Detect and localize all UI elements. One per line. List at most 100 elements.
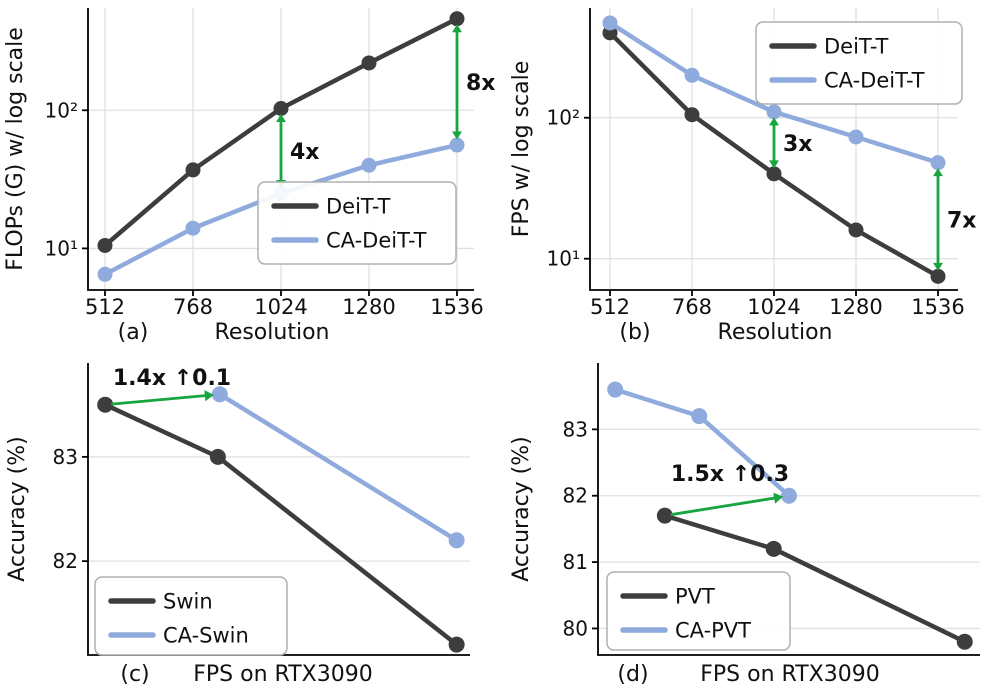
data-point <box>273 101 289 117</box>
series-CA-PVT <box>607 381 797 504</box>
y-axis-label: Accuracy (%) <box>5 436 30 582</box>
x-tick-label: 768 <box>173 295 213 319</box>
x-tick-label: 768 <box>672 295 712 319</box>
data-point <box>766 104 782 120</box>
x-tick-label: 512 <box>85 295 125 319</box>
legend-label: PVT <box>675 585 715 609</box>
y-tick-label: 10² <box>547 106 580 130</box>
data-point <box>684 67 700 83</box>
y-tick-label: 80 <box>563 616 588 640</box>
legend: Swin CA-Swin <box>94 576 288 656</box>
x-tick-label: 1536 <box>430 295 483 319</box>
x-axis-label: Resolution <box>215 320 330 345</box>
data-point <box>449 137 465 153</box>
arrowhead <box>452 131 462 140</box>
axis-spines <box>87 363 470 656</box>
subplot-d: 80 81 82 83 1.5x ↑0.3 Accuracy (%) (d) FPS on R… <box>509 363 980 687</box>
series-DeiT-T <box>602 25 946 284</box>
y-axis-label: FLOPs (G) w/ log scale <box>3 27 28 271</box>
series-PVT <box>656 507 973 650</box>
data-point <box>97 266 113 282</box>
arrowhead <box>276 114 286 123</box>
data-point <box>209 448 226 465</box>
data-point <box>766 166 782 182</box>
annotation-4x: 4x <box>276 114 320 188</box>
data-point <box>602 15 618 31</box>
arrowhead <box>769 160 779 169</box>
x-tick-label: 1536 <box>911 295 964 319</box>
legend-label: CA-Swin <box>163 624 249 648</box>
axis-spines <box>87 8 474 291</box>
y-tick-label: 83 <box>563 417 588 441</box>
legend: DeiT-T CA-DeiT-T <box>257 181 457 265</box>
x-tick-label: 1024 <box>747 295 800 319</box>
arrowhead <box>769 117 779 126</box>
y-tick-label: 10¹ <box>547 247 580 271</box>
annotation-label: 1.4x ↑0.1 <box>113 366 231 391</box>
legend-box <box>257 181 457 265</box>
annotation-3x: 3x <box>769 117 813 169</box>
annotation-7x: 7x <box>933 168 977 271</box>
arrowhead <box>933 168 943 177</box>
arrowhead <box>773 492 784 504</box>
x-tick-label: 1024 <box>254 295 307 319</box>
arrowhead <box>204 390 214 402</box>
y-tick-label: 82 <box>563 484 588 508</box>
axis-ticks: 10¹ 10² 512 768 1024 1280 1536 <box>45 98 484 319</box>
data-point <box>656 507 673 524</box>
legend-label: DeiT-T <box>824 35 888 59</box>
annotation-label: 1.5x ↑0.3 <box>671 462 789 487</box>
series-CA-DeiT-T <box>602 15 946 171</box>
data-point <box>448 532 465 549</box>
x-tick-label: 512 <box>590 295 630 319</box>
data-point <box>211 386 228 403</box>
data-point <box>97 237 113 253</box>
data-point <box>765 540 782 557</box>
arrowhead <box>933 262 943 271</box>
data-point <box>185 162 201 178</box>
data-point <box>691 408 708 425</box>
annotation-label: 3x <box>783 132 813 157</box>
data-point <box>448 636 465 653</box>
annotation-1.5x ↑0.3: 1.5x ↑0.3 <box>670 462 789 517</box>
axis-ticks: 82 83 <box>53 445 88 573</box>
data-point <box>684 107 700 123</box>
data-point <box>449 11 465 27</box>
data-point <box>361 157 377 173</box>
subplot-caption: (d) <box>617 662 648 687</box>
x-axis-label: Resolution <box>718 320 833 345</box>
series-Swin <box>97 396 465 653</box>
legend-label: Swin <box>163 590 213 614</box>
axis-spines <box>597 363 980 656</box>
data-point <box>956 633 973 650</box>
series-DeiT-T <box>97 11 465 253</box>
series-CA-Swin <box>211 386 465 549</box>
axis-spines <box>589 8 958 291</box>
annotation-label: 7x <box>947 209 977 234</box>
legend-label: DeiT-T <box>326 195 390 219</box>
legend: PVT CA-PVT <box>606 571 791 651</box>
y-axis-label: Accuracy (%) <box>509 436 534 582</box>
x-axis-label: FPS on RTX3090 <box>700 662 879 687</box>
data-point <box>848 222 864 238</box>
series-line <box>217 392 459 543</box>
data-point <box>930 155 946 171</box>
legend: DeiT-T CA-DeiT-T <box>755 21 963 105</box>
subplot-a: 10¹ 10² 512 768 1024 1280 1536 4x 8x FLOPs (G) w/… <box>3 8 496 345</box>
y-axis-label: FPS w/ log scale <box>509 61 534 238</box>
legend-label: CA-PVT <box>675 619 751 643</box>
annotation-1.4x ↑0.1: 1.4x ↑0.1 <box>111 366 231 406</box>
x-tick-label: 1280 <box>342 295 395 319</box>
annotation-8x: 8x <box>452 24 496 140</box>
legend-label: CA-DeiT-T <box>824 69 925 93</box>
arrowhead <box>452 24 462 33</box>
y-tick-label: 10¹ <box>45 236 78 260</box>
axis-ticks: 10¹ 10² 512 768 1024 1280 1536 <box>547 106 965 319</box>
data-point <box>848 129 864 145</box>
annotation-label: 8x <box>466 71 496 96</box>
data-point <box>607 381 624 398</box>
subplot-caption: (a) <box>118 320 149 345</box>
y-tick-label: 82 <box>53 549 78 573</box>
data-point <box>185 220 201 236</box>
